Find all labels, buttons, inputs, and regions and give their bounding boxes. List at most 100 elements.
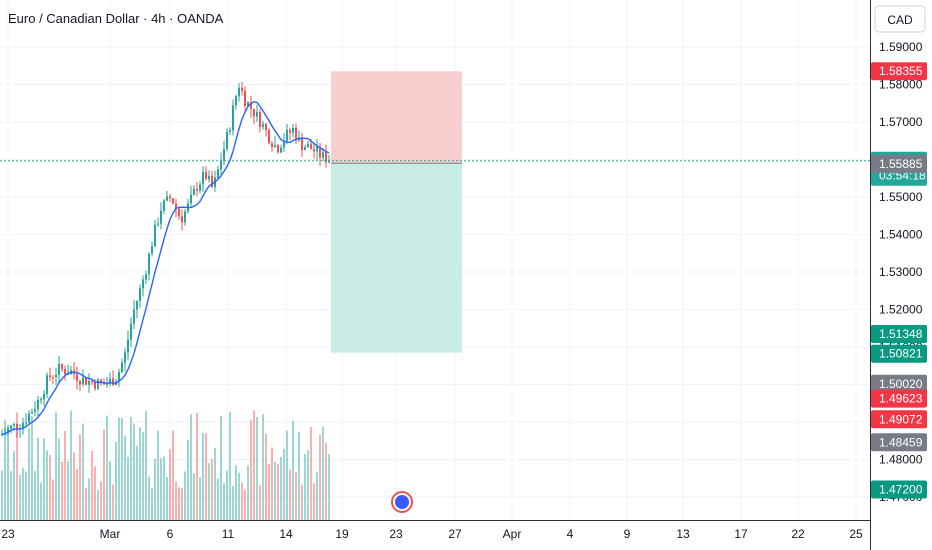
time-tick-label: Apr — [503, 527, 522, 541]
candle-body — [55, 374, 57, 378]
volume-bar — [49, 454, 51, 520]
candle-body — [295, 127, 297, 141]
candle-body — [97, 379, 99, 389]
volume-bar — [148, 476, 150, 520]
ma-line — [1, 100, 330, 436]
volume-bar — [10, 471, 12, 520]
candle-body — [313, 148, 315, 152]
time-tick-label: 13 — [676, 527, 690, 541]
candle-body — [250, 102, 252, 109]
volume-bar — [142, 432, 144, 520]
candle-body — [31, 411, 33, 414]
volume-bar — [61, 461, 63, 520]
price-tag — [871, 154, 927, 173]
candle-body — [76, 374, 78, 381]
volume-bar — [37, 437, 39, 520]
volume-bar — [199, 477, 201, 520]
price-tag — [871, 62, 927, 81]
volume-bar — [34, 471, 36, 520]
time-tick-label: 4 — [567, 527, 574, 541]
volume-bar — [118, 417, 120, 520]
volume-bars — [1, 410, 330, 520]
volume-bar — [124, 435, 126, 520]
candle-body — [7, 428, 9, 433]
candle-body — [274, 145, 276, 148]
volume-bar — [106, 415, 108, 520]
candle-body — [208, 175, 210, 180]
event-marker-dot — [395, 495, 409, 509]
price-tag — [871, 433, 927, 452]
candle-body — [10, 425, 12, 429]
candle-body — [265, 124, 267, 131]
volume-bar — [112, 484, 114, 520]
volume-bar — [193, 473, 195, 520]
volume-bar — [133, 423, 135, 520]
volume-bar — [223, 483, 225, 520]
price-tag-label: 1.50020 — [879, 377, 923, 391]
volume-bar — [310, 427, 312, 520]
candle-body — [205, 171, 207, 180]
time-tick-label: 25 — [849, 527, 863, 541]
volume-bar — [115, 441, 117, 520]
price-tag — [871, 374, 927, 393]
candle-body — [244, 90, 246, 107]
candle-body — [103, 382, 105, 385]
price-tag — [871, 389, 927, 408]
volume-bar — [280, 456, 282, 520]
volume-bar — [217, 478, 219, 520]
candle-body — [310, 144, 312, 149]
candle-body — [262, 124, 264, 127]
candle-body — [304, 147, 306, 151]
volume-bar — [1, 470, 3, 520]
candle-body — [85, 377, 87, 385]
time-tick-label: 6 — [167, 527, 174, 541]
volume-bar — [73, 452, 75, 520]
volume-bar — [238, 472, 240, 520]
volume-bar — [70, 410, 72, 520]
candle-body — [127, 339, 129, 353]
candle-body — [328, 160, 330, 163]
price-tag-label: 1.47200 — [879, 483, 923, 497]
volume-bar — [109, 461, 111, 520]
volume-bar — [250, 420, 252, 520]
event-marker[interactable] — [391, 491, 413, 513]
volume-bar — [304, 453, 306, 520]
price-tick-label: 1.59000 — [879, 40, 923, 54]
candle-body — [184, 211, 186, 223]
volume-bar — [316, 471, 318, 520]
candle-body — [112, 378, 114, 386]
volume-bar — [64, 431, 66, 520]
price-tag-label: 1.48459 — [879, 435, 923, 449]
volume-bar — [100, 481, 102, 520]
position-tool[interactable] — [331, 71, 462, 353]
price-axis-bg — [870, 0, 932, 550]
volume-bar — [4, 419, 6, 520]
candle-body — [160, 210, 162, 224]
volume-bar — [313, 483, 315, 520]
volume-bar — [205, 433, 207, 520]
volume-bar — [289, 469, 291, 520]
volume-bar — [262, 414, 264, 520]
volume-bar — [7, 427, 9, 520]
candle-body — [286, 129, 288, 141]
volume-bar — [178, 487, 180, 520]
time-tick-label: 19 — [335, 527, 349, 541]
volume-bar — [175, 481, 177, 520]
volume-bar — [28, 428, 30, 520]
price-tag — [871, 410, 927, 429]
candle-body — [235, 96, 237, 106]
volume-bar — [301, 484, 303, 520]
volume-bar — [190, 414, 192, 520]
volume-bar — [130, 416, 132, 520]
candle-body — [223, 148, 225, 162]
candle-body — [292, 127, 294, 133]
volume-bar — [253, 410, 255, 520]
volume-bar — [292, 420, 294, 520]
candle-body — [43, 393, 45, 400]
price-tick-label: 1.52000 — [879, 303, 923, 317]
stop-loss-zone — [331, 71, 462, 164]
candle-body — [247, 102, 249, 107]
volume-bar — [94, 466, 96, 520]
candle-body — [217, 169, 219, 178]
